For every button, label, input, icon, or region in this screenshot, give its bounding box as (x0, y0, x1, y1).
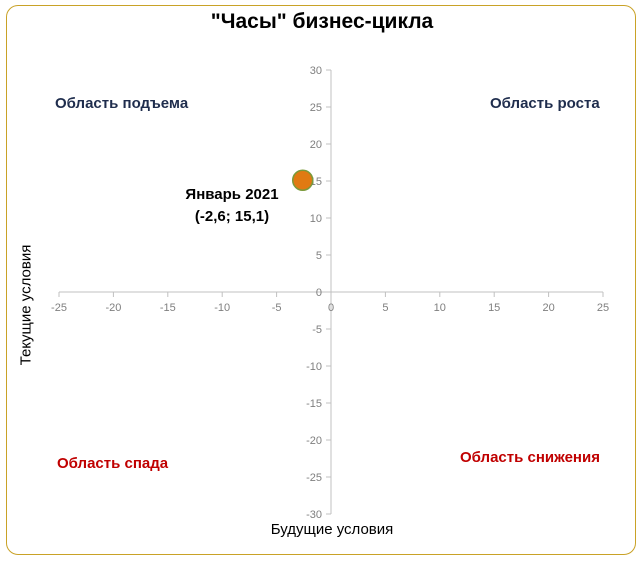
y-tick-label: 30 (310, 65, 322, 77)
x-tick-label: -25 (51, 302, 67, 314)
point-label-name: Январь 2021 (185, 186, 279, 203)
chart-frame (6, 5, 636, 555)
y-tick-label: -5 (312, 324, 322, 336)
x-tick-label: -5 (272, 302, 282, 314)
y-tick-label: 10 (310, 213, 322, 225)
quadrant-label-bottom-left: Область спада (57, 455, 169, 472)
chart-title: "Часы" бизнес-цикла (210, 10, 434, 33)
tick-labels: -25 -20 -15 -10 -5 0 5 10 15 20 25 -30 -25 -20 -15 -10 -… (51, 65, 609, 521)
y-tick-label: -30 (306, 509, 322, 521)
x-tick-label: 15 (488, 302, 500, 314)
point-label-coords: (-2,6; 15,1) (194, 208, 270, 225)
x-tick-label: 20 (542, 302, 554, 314)
y-tick-label: 25 (310, 102, 322, 114)
quadrant-label-top-left: Область подъема (55, 95, 189, 112)
x-tick-label: -15 (160, 302, 176, 314)
data-point (291, 169, 314, 192)
y-tick-label: -25 (306, 472, 322, 484)
quadrant-label-bottom-right: Область снижения (460, 449, 600, 466)
data-points (291, 169, 314, 192)
y-tick-label: -15 (306, 398, 322, 410)
x-tick-label: 25 (597, 302, 609, 314)
x-tick-label: -20 (105, 302, 121, 314)
y-tick-label: -10 (306, 361, 322, 373)
quadrant-label-top-right: Область роста (490, 95, 600, 112)
x-tick-label: 10 (434, 302, 446, 314)
x-tick-label: 0 (328, 302, 334, 314)
y-tick-label: -20 (306, 435, 322, 447)
y-tick-label: 5 (316, 250, 322, 262)
x-tick-label: 5 (382, 302, 388, 314)
x-tick-label: -10 (214, 302, 230, 314)
x-axis-label: Будущие условия (270, 521, 394, 538)
axes (58, 69, 604, 515)
y-tick-label: 20 (310, 139, 322, 151)
y-axis-label: Текущие условия (17, 244, 35, 366)
y-tick-label: 0 (316, 287, 322, 299)
point-label: Январь 2021 (-2,6; 15,1) (185, 184, 278, 228)
